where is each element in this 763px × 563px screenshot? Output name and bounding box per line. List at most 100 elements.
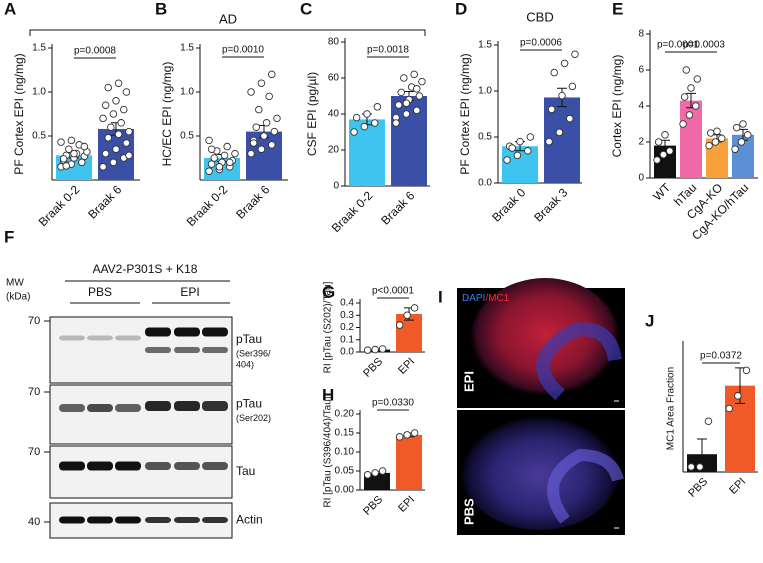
data-point [99,114,107,123]
band [174,347,200,353]
band [145,401,171,411]
data-point [558,91,566,100]
data-point [350,128,358,136]
data-point [112,97,120,105]
data-point [114,130,123,138]
band [59,335,85,341]
data-point [524,147,532,155]
band [59,404,85,412]
y-axis-label: PF Cortex EPI (ng/mg) [12,53,26,174]
data-point [70,149,78,158]
p-value: p=0.0001 [657,40,699,51]
y-tick-label: 1.5 [32,43,46,54]
band [174,327,200,337]
data-point [120,105,128,114]
bar-chart: 0.5 1.0 1.5 HC/EC EPI (ng/mg) Braak 0-2 Braak… [160,43,288,229]
x-tick-label: EPI [396,494,417,515]
panel-letter: G [322,282,335,301]
p-value: p=0.0003 [683,40,725,51]
y-tick-label: 0.20 [335,409,355,420]
blot-frame [49,384,233,445]
data-point [571,50,579,58]
data-point [696,463,704,471]
p-value: p=0.0010 [222,45,264,56]
panel-letter: J [645,311,654,330]
y-tick-label: 6 [638,65,644,76]
data-point [705,141,713,150]
bar [680,100,702,178]
bar [502,146,538,183]
x-tick-label: Braak 0 [489,185,528,224]
data-point [410,429,419,437]
data-point [732,123,741,132]
p-value: p=0.0330 [372,398,414,409]
p-value: p<0.0001 [372,286,414,297]
data-point [413,106,421,115]
y-tick-label: 1.5 [478,40,492,51]
data-point [109,158,118,167]
data-point [101,149,110,158]
bar-chart: 0.0 0.10.20.30.4 RI [pTau (S202)/Tau] PBS EP… [323,281,425,380]
data-point [125,127,133,136]
x-tick-label: PBS [361,356,385,380]
bar [396,434,422,490]
y-tick-label: 0.05 [335,466,355,477]
data-point [117,119,125,127]
data-point [706,129,715,137]
data-point [59,155,68,163]
data-point [711,138,720,146]
y-tick-label: 0.5 [32,131,46,142]
mw-unit: (kDa) [6,292,30,303]
bar [391,96,427,186]
row-label: pTau [236,397,262,411]
band [59,461,85,471]
y-tick-label: 1.0 [180,87,194,98]
data-point [718,134,726,143]
data-point [739,120,747,128]
blue-region [536,322,622,401]
data-point [394,101,403,109]
x-tick-label: Braak 6 [85,182,124,221]
p-value: p=0.0372 [700,351,742,362]
data-point [395,433,404,441]
data-point [666,147,674,155]
y-tick-label: 0.5 [478,132,492,143]
data-point [659,150,668,159]
band [202,401,228,411]
panel-letter: F [4,227,14,246]
data-point [260,132,268,140]
blot-frame [49,316,233,384]
data-point [516,137,524,146]
panel-letter: A [4,0,16,18]
row-label: Actin [236,513,263,527]
data-point [247,149,255,158]
data-point [62,162,70,170]
y-tick-label: 0.2 [340,322,354,333]
data-point [418,77,426,86]
data-point [566,114,574,123]
data-point [273,114,281,123]
data-point [403,431,411,439]
x-tick-label: PBS [686,476,710,500]
data-point [503,156,511,164]
y-tick-label: 40 [328,109,340,120]
row-sublabel: (Ser396/ [236,348,271,358]
ad-bracket [29,29,426,36]
panel-letter: B [155,0,167,18]
data-point [109,110,118,118]
mw-marker: 70 [28,446,40,458]
y-axis-label: HC/EC EPI (ng/mg) [160,62,174,167]
y-tick-label: 0 [333,181,339,192]
band [174,401,200,411]
p-value: p=0.0018 [367,45,409,56]
data-point [207,145,216,153]
mw-marker: 70 [28,315,40,327]
band [87,516,113,524]
y-tick-label: 2 [638,137,644,148]
y-axis-label: CSF EPI (pg/µl) [305,72,319,156]
panel-letter: I [438,287,443,306]
y-tick-label: 8 [638,29,644,40]
x-tick-label: Braak 0-2 [36,182,83,229]
